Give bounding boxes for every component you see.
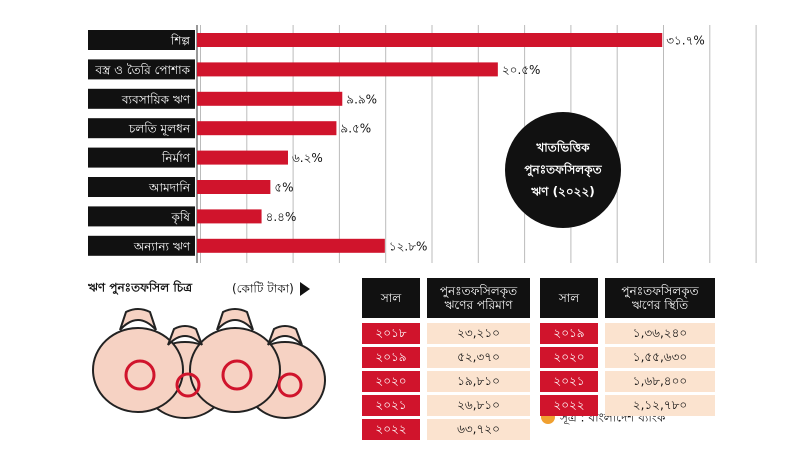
- table-year: ২০২১: [540, 371, 598, 392]
- table-header: সাল: [362, 278, 420, 318]
- table-value: ১,৬৮,৪০০: [605, 371, 715, 392]
- table-header: পুনঃতফসিলকৃত ঋণের স্থিতি: [605, 278, 715, 318]
- value-label: ৬.২%: [292, 151, 323, 165]
- table-year: ২০২০: [540, 347, 598, 368]
- value-label: ৯.৯%: [346, 92, 377, 106]
- category-box: [88, 177, 195, 197]
- value-label: ১২.৮%: [389, 239, 428, 253]
- category-box: [88, 59, 195, 80]
- category-box: [88, 118, 195, 139]
- arrow-icon: [300, 282, 310, 296]
- category-box: [88, 88, 195, 109]
- table-year: ২০২০: [362, 371, 420, 392]
- bar: [197, 121, 337, 136]
- table-value: ২,১২,৭৮০: [605, 395, 715, 416]
- table-value: ১,৩৬,২৪০: [605, 323, 715, 344]
- bar: [197, 180, 271, 194]
- bar: [197, 209, 262, 224]
- category-label: শিল্প: [170, 34, 191, 48]
- annotation: ঋণ (২০২২): [530, 185, 595, 199]
- category-label: কৃষি: [171, 210, 191, 225]
- category-box: [88, 235, 195, 256]
- table-value: ৫২,৩৭০: [427, 347, 530, 368]
- category-box: [88, 147, 195, 168]
- value-label: ৯.৫%: [340, 122, 371, 136]
- category-box: [88, 30, 195, 50]
- category-label: চলতি মূলধন: [128, 122, 191, 137]
- section-title: ঋণ পুনঃতফসিল চিত্র: [87, 280, 193, 297]
- table-year: ২০২২: [540, 395, 598, 416]
- table-year: ২০২২: [362, 419, 420, 440]
- table-year: ২০১৯: [540, 323, 598, 344]
- table-value: ১,৫৫,৬৩০: [605, 347, 715, 368]
- bar: [197, 150, 288, 165]
- grid-background: [197, 25, 762, 263]
- category-box: [88, 206, 195, 227]
- table-year: ২০১৯: [362, 347, 420, 368]
- annotation: পুনঃতফসিলকৃত: [524, 162, 602, 179]
- table-header: সাল: [540, 278, 598, 318]
- annotation-circle: [505, 112, 621, 228]
- value-label: ৩১.৭%: [666, 34, 705, 48]
- category-label: নির্মাণ: [161, 151, 191, 165]
- table-value: ১৯,৮১০: [427, 371, 530, 392]
- table-year: ২০২১: [362, 395, 420, 416]
- table-value: ৬৩,৭২০: [427, 419, 530, 440]
- table-year: ২০১৮: [362, 323, 420, 344]
- value-label: ২০.৫%: [502, 63, 541, 77]
- section-unit: (কোটি টাকা): [232, 282, 294, 296]
- value-label: ৫%: [274, 181, 293, 195]
- money-bags-illustration: [92, 308, 326, 419]
- category-label: অন্যান্য ঋণ: [133, 239, 191, 253]
- bar: [197, 62, 498, 77]
- bar: [197, 33, 663, 47]
- value-label: ৪.৪%: [266, 210, 297, 224]
- table-header: পুনঃতফসিলকৃত ঋণের পরিমাণ: [427, 278, 530, 318]
- category-label: বস্ত্র ও তৈরি পোশাক: [94, 63, 190, 77]
- bar: [197, 91, 343, 106]
- category-label: ব্যবসায়িক ঋণ: [121, 92, 191, 106]
- bar: [197, 238, 385, 253]
- table-value: ২৩,২১০: [427, 323, 530, 344]
- category-label: আমদানি: [148, 181, 191, 195]
- annotation: খাতভিত্তিক: [535, 140, 590, 155]
- table-value: ২৬,৮১০: [427, 395, 530, 416]
